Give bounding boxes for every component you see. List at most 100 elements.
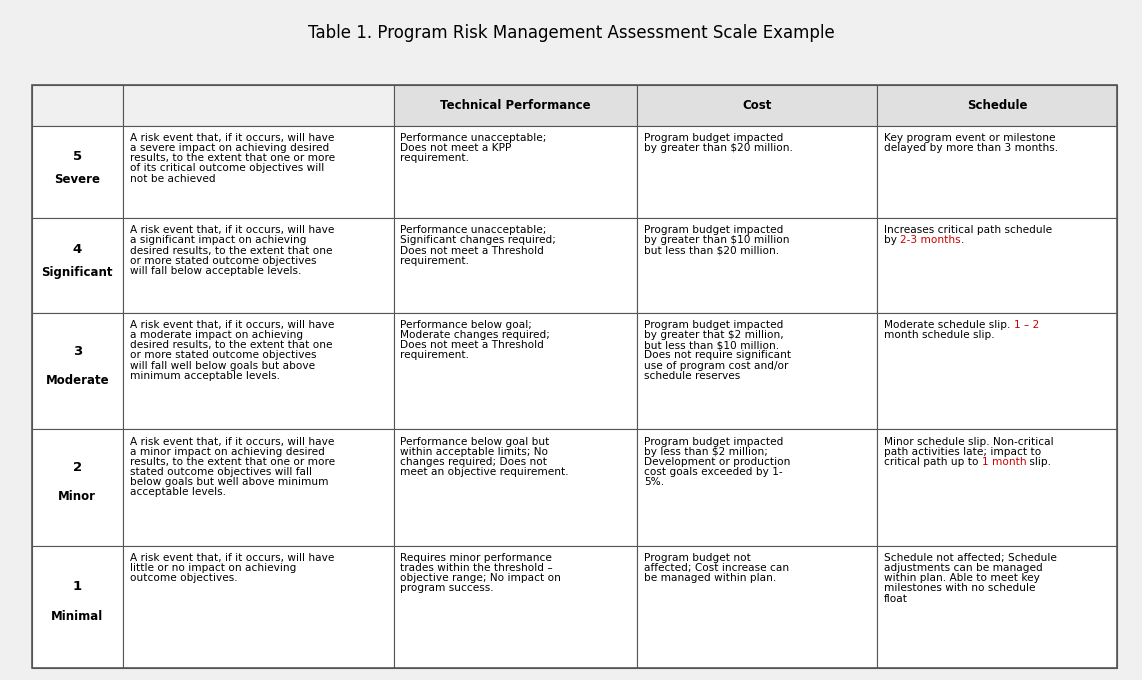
Text: float: float: [884, 594, 908, 604]
Text: Does not meet a KPP: Does not meet a KPP: [401, 143, 512, 154]
Text: 5: 5: [73, 150, 82, 163]
Bar: [394, 85, 637, 126]
Bar: [394, 429, 637, 546]
Bar: [394, 313, 637, 429]
Text: Program budget impacted: Program budget impacted: [644, 133, 783, 143]
Text: Increases critical path schedule: Increases critical path schedule: [884, 225, 1052, 235]
Text: results, to the extent that one or more: results, to the extent that one or more: [129, 154, 335, 163]
Text: desired results, to the extent that one: desired results, to the extent that one: [129, 245, 332, 256]
Text: within plan. Able to meet key: within plan. Able to meet key: [884, 573, 1039, 583]
Text: Minor: Minor: [58, 490, 96, 503]
Bar: [637, 429, 877, 546]
Text: desired results, to the extent that one: desired results, to the extent that one: [129, 341, 332, 350]
Text: A risk event that, if it occurs, will have: A risk event that, if it occurs, will ha…: [129, 320, 333, 330]
Bar: [32, 85, 122, 126]
Text: A risk event that, if it occurs, will have: A risk event that, if it occurs, will ha…: [129, 554, 333, 563]
Text: Program budget impacted: Program budget impacted: [644, 437, 783, 447]
Text: by greater that $2 million,: by greater that $2 million,: [644, 330, 783, 340]
Text: milestones with no schedule: milestones with no schedule: [884, 583, 1036, 594]
Text: by: by: [884, 235, 900, 245]
Text: Program budget impacted: Program budget impacted: [644, 320, 783, 330]
Text: Moderate: Moderate: [46, 374, 110, 387]
Text: Cost: Cost: [742, 99, 772, 112]
Text: Program budget not: Program budget not: [644, 554, 751, 563]
Text: Severe: Severe: [55, 173, 100, 186]
Text: Moderate schedule slip.: Moderate schedule slip.: [884, 320, 1014, 330]
Text: Program budget impacted: Program budget impacted: [644, 225, 783, 235]
Text: slip.: slip.: [1027, 457, 1052, 467]
Text: trades within the threshold –: trades within the threshold –: [401, 563, 553, 573]
Text: below goals but well above minimum: below goals but well above minimum: [129, 477, 328, 487]
Text: Table 1. Program Risk Management Assessment Scale Example: Table 1. Program Risk Management Assessm…: [307, 24, 835, 41]
Text: but less than $10 million.: but less than $10 million.: [644, 341, 779, 350]
Text: affected; Cost increase can: affected; Cost increase can: [644, 563, 789, 573]
Text: be managed within plan.: be managed within plan.: [644, 573, 777, 583]
Text: not be achieved: not be achieved: [129, 173, 215, 184]
Text: 2-3 months: 2-3 months: [900, 235, 960, 245]
Text: Performance unacceptable;: Performance unacceptable;: [401, 225, 547, 235]
Text: minimum acceptable levels.: minimum acceptable levels.: [129, 371, 280, 381]
Text: Performance unacceptable;: Performance unacceptable;: [401, 133, 547, 143]
Text: Key program event or milestone: Key program event or milestone: [884, 133, 1055, 143]
Text: objective range; No impact on: objective range; No impact on: [401, 573, 562, 583]
Bar: [394, 126, 637, 218]
Text: stated outcome objectives will fall: stated outcome objectives will fall: [129, 467, 312, 477]
Text: a severe impact on achieving desired: a severe impact on achieving desired: [129, 143, 329, 154]
Bar: [877, 85, 1117, 126]
Text: Minor schedule slip. Non-critical: Minor schedule slip. Non-critical: [884, 437, 1054, 447]
Text: will fall well below goals but above: will fall well below goals but above: [129, 360, 315, 371]
Bar: [122, 218, 394, 313]
Bar: [122, 313, 394, 429]
Text: 5%.: 5%.: [644, 477, 665, 487]
Text: 1 – 2: 1 – 2: [1014, 320, 1039, 330]
Text: Significant: Significant: [41, 267, 113, 279]
Text: Performance below goal but: Performance below goal but: [401, 437, 549, 447]
Text: by greater than $20 million.: by greater than $20 million.: [644, 143, 793, 154]
Text: Schedule: Schedule: [966, 99, 1027, 112]
Text: Performance below goal;: Performance below goal;: [401, 320, 532, 330]
Bar: [122, 429, 394, 546]
Text: Minimal: Minimal: [51, 610, 104, 623]
Text: A risk event that, if it occurs, will have: A risk event that, if it occurs, will ha…: [129, 133, 333, 143]
Text: Does not meet a Threshold: Does not meet a Threshold: [401, 245, 545, 256]
Bar: [637, 218, 877, 313]
Text: schedule reserves: schedule reserves: [644, 371, 740, 381]
Text: within acceptable limits; No: within acceptable limits; No: [401, 447, 548, 457]
Text: will fall below acceptable levels.: will fall below acceptable levels.: [129, 266, 301, 275]
Text: or more stated outcome objectives: or more stated outcome objectives: [129, 350, 316, 360]
Text: changes required; Does not: changes required; Does not: [401, 457, 547, 467]
Bar: [32, 126, 122, 218]
Text: Does not meet a Threshold: Does not meet a Threshold: [401, 341, 545, 350]
Text: of its critical outcome objectives will: of its critical outcome objectives will: [129, 163, 324, 173]
Bar: [32, 313, 122, 429]
Text: a significant impact on achieving: a significant impact on achieving: [129, 235, 306, 245]
Text: program success.: program success.: [401, 583, 494, 594]
Text: cost goals exceeded by 1-: cost goals exceeded by 1-: [644, 467, 782, 477]
Text: use of program cost and/or: use of program cost and/or: [644, 360, 788, 371]
Text: but less than $20 million.: but less than $20 million.: [644, 245, 779, 256]
Text: Does not require significant: Does not require significant: [644, 350, 791, 360]
Text: a moderate impact on achieving: a moderate impact on achieving: [129, 330, 303, 340]
Text: Schedule not affected; Schedule: Schedule not affected; Schedule: [884, 554, 1056, 563]
Text: 3: 3: [73, 345, 82, 358]
Bar: [32, 546, 122, 668]
Text: month schedule slip.: month schedule slip.: [884, 330, 995, 340]
Text: by greater than $10 million: by greater than $10 million: [644, 235, 789, 245]
Text: critical path up to: critical path up to: [884, 457, 982, 467]
Bar: [122, 546, 394, 668]
Text: Significant changes required;: Significant changes required;: [401, 235, 556, 245]
Text: outcome objectives.: outcome objectives.: [129, 573, 238, 583]
Text: meet an objective requirement.: meet an objective requirement.: [401, 467, 569, 477]
Bar: [877, 546, 1117, 668]
Text: requirement.: requirement.: [401, 256, 469, 266]
Text: little or no impact on achieving: little or no impact on achieving: [129, 563, 296, 573]
Text: requirement.: requirement.: [401, 350, 469, 360]
Bar: [637, 126, 877, 218]
Text: 4: 4: [73, 243, 82, 256]
Text: .: .: [960, 235, 964, 245]
Bar: [877, 126, 1117, 218]
Bar: [394, 546, 637, 668]
Text: 2: 2: [73, 461, 82, 474]
Text: results, to the extent that one or more: results, to the extent that one or more: [129, 457, 335, 467]
Text: Development or production: Development or production: [644, 457, 790, 467]
